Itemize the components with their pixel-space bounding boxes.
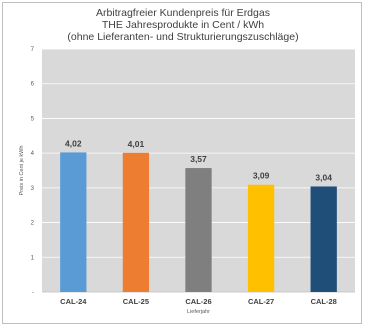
data-label: 3,04 bbox=[315, 172, 332, 182]
x-axis-label: Lieferjahr bbox=[187, 309, 210, 315]
y-tick-label: 3 bbox=[31, 186, 35, 192]
bar bbox=[185, 168, 212, 292]
bar bbox=[122, 152, 150, 292]
chart-title: Arbitragfreier Kundenpreis für Erdgas TH… bbox=[3, 7, 363, 43]
y-tick-label: - bbox=[32, 290, 34, 296]
y-tick-label: 4 bbox=[31, 151, 35, 157]
bar bbox=[247, 184, 275, 292]
chart-title-line-2: THE Jahresprodukte in Cent / kWh bbox=[101, 19, 265, 31]
y-tick-label: 7 bbox=[31, 47, 35, 53]
data-label: 4,01 bbox=[128, 139, 145, 149]
chart-title-line-1: Arbitragfreier Kundenpreis für Erdgas bbox=[96, 7, 270, 19]
chart-title-line-3: (ohne Lieferanten- und Strukturierungszu… bbox=[67, 31, 299, 43]
data-label: 3,57 bbox=[190, 154, 207, 164]
y-axis-label: Preis in Cent je kWh bbox=[19, 146, 25, 196]
x-tick-label: CAL-26 bbox=[185, 297, 211, 306]
y-tick-label: 2 bbox=[31, 221, 35, 227]
y-tick-label: 1 bbox=[31, 255, 35, 261]
data-label: 4,02 bbox=[65, 138, 82, 148]
bar bbox=[60, 152, 87, 292]
x-tick-label: CAL-24 bbox=[60, 297, 87, 306]
x-tick-label: CAL-25 bbox=[123, 297, 149, 306]
data-label: 3,09 bbox=[253, 171, 270, 181]
y-tick-label: 6 bbox=[31, 82, 35, 88]
y-tick-label: 5 bbox=[31, 116, 35, 122]
bar bbox=[310, 186, 337, 292]
x-tick-label: CAL-27 bbox=[248, 297, 274, 306]
x-tick-label: CAL-28 bbox=[311, 297, 337, 306]
